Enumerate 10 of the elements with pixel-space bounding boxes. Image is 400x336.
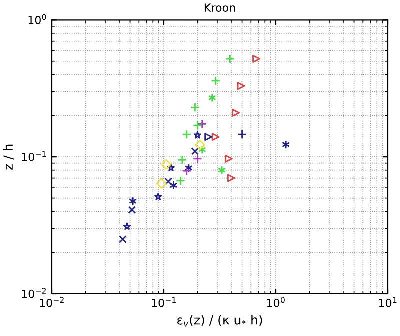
y-tick-label: 10$^{−1}$	[22, 151, 46, 162]
chart-title: Kroon	[204, 4, 236, 12]
x-axis-title: ε$_{v}$(z) / (κ u$_{*}$ h)	[178, 315, 262, 327]
x-tick-label: 10$^{0}$	[267, 297, 285, 308]
y-axis-title: z / h	[3, 144, 14, 170]
y-tick-label: 10$^{0}$	[28, 14, 46, 24]
y-tick-label: 10$^{−2}$	[22, 288, 46, 298]
x-tick-label: 10$^{−1}$	[152, 297, 176, 308]
x-tick-label: 10$^{−2}$	[40, 297, 64, 308]
x-tick-label: 10$^{1}$	[379, 297, 397, 308]
